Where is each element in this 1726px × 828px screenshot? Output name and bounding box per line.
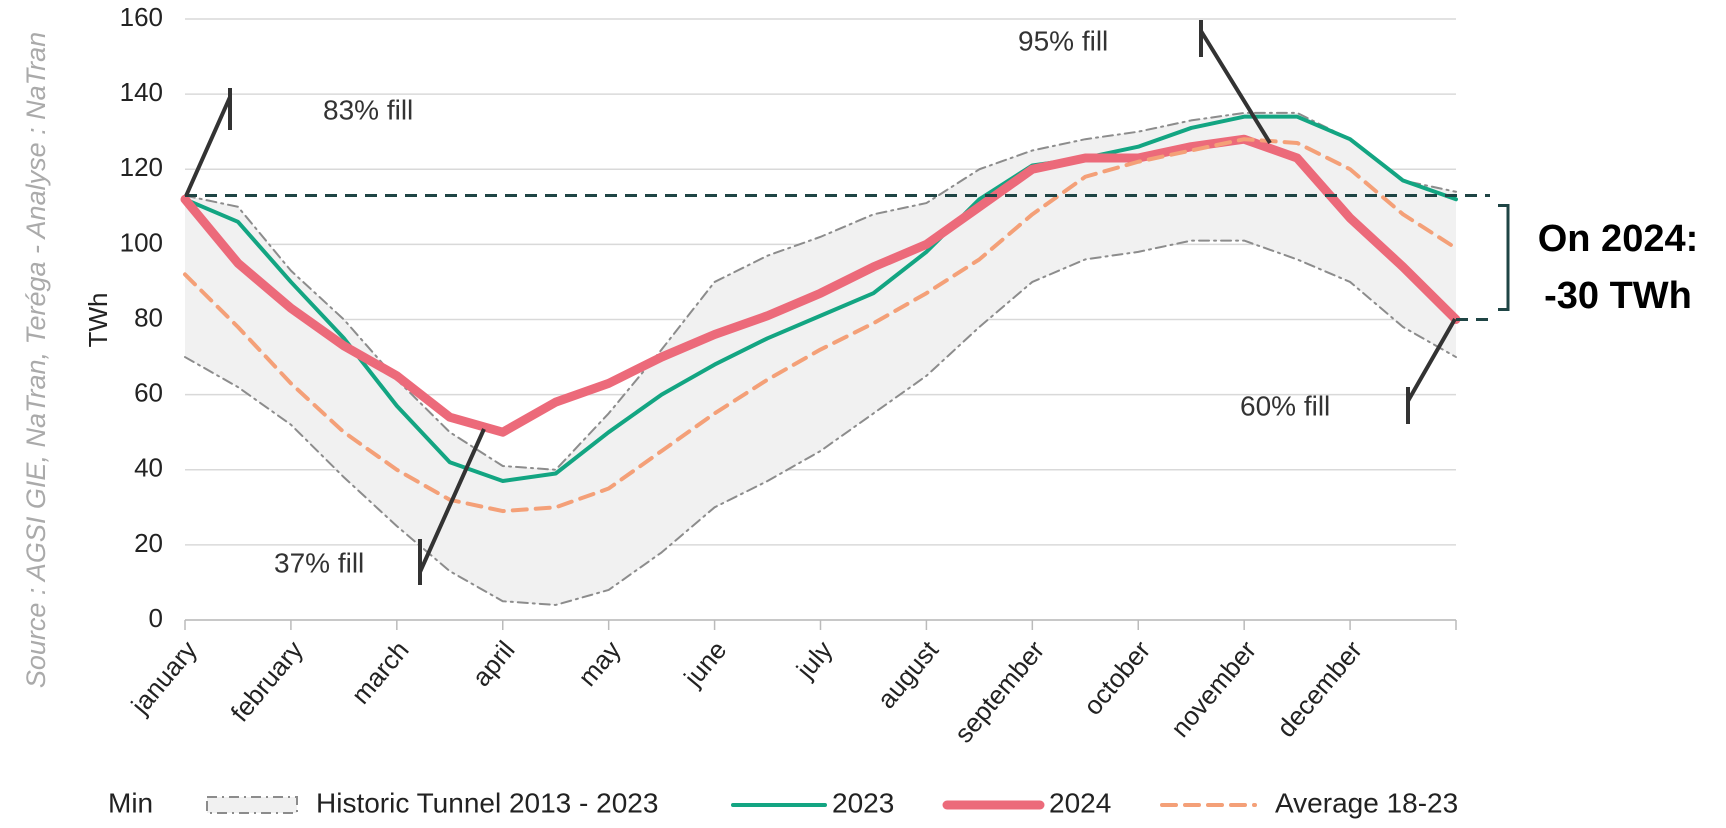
annotation: 60% fill (1240, 390, 1330, 421)
legend-label: 2024 (1049, 787, 1111, 818)
series-line (184, 239, 1457, 606)
legend-swatch (206, 796, 298, 814)
x-tick-label: march (345, 635, 414, 710)
legend-label: Min (108, 787, 153, 818)
annotation: 37% fill (274, 547, 364, 578)
x-tick-label: january (124, 635, 202, 720)
x-tick-label: april (466, 635, 521, 692)
callout-line (1406, 318, 1457, 424)
x-tick-label: july (790, 635, 839, 685)
annotation: 95% fill (1018, 25, 1108, 56)
y-axis-label: TWh (83, 293, 113, 348)
annotation: 83% fill (323, 94, 413, 125)
callouts (184, 20, 1457, 585)
legend-label: Historic Tunnel 2013 - 2023 (316, 787, 658, 818)
x-tick-label: august (871, 634, 945, 714)
bracket (1498, 204, 1510, 311)
annotation: -30 TWh (1544, 275, 1692, 317)
callout-line (1199, 20, 1272, 145)
y-tick-label: 100 (120, 227, 163, 257)
y-tick-label: 60 (134, 378, 163, 408)
series-line (183, 137, 1458, 514)
x-tick-label: november (1165, 635, 1263, 743)
series-line (183, 114, 1458, 484)
x-tick-label: may (572, 635, 627, 692)
y-tick-label: 140 (120, 77, 163, 107)
callout-line (418, 428, 486, 585)
annotation: On 2024: (1538, 218, 1699, 260)
legend: Min Historic Tunnel 2013 - 2023 2023 2024 Av… (108, 787, 1458, 818)
callout-line (184, 88, 232, 197)
y-tick-label: 0 (149, 603, 163, 633)
x-tick-label: february (224, 635, 308, 727)
legend-label: Average 18-23 (1275, 787, 1458, 818)
source: Source : AGSI GIE, NaTran, Teréga - Anal… (21, 32, 51, 688)
y-tick-label: 40 (134, 453, 163, 483)
x-tick-label: october (1077, 635, 1156, 721)
legend-label: 2023 (832, 787, 894, 818)
y-tick-label: 120 (120, 152, 163, 182)
y-tick-label: 20 (134, 528, 163, 558)
x-tick-label: september (948, 635, 1050, 749)
x-tick-label: june (677, 635, 732, 693)
x-tick-label: december (1271, 635, 1369, 743)
y-tick-label: 80 (134, 302, 163, 332)
y-tick-label: 160 (120, 2, 163, 32)
